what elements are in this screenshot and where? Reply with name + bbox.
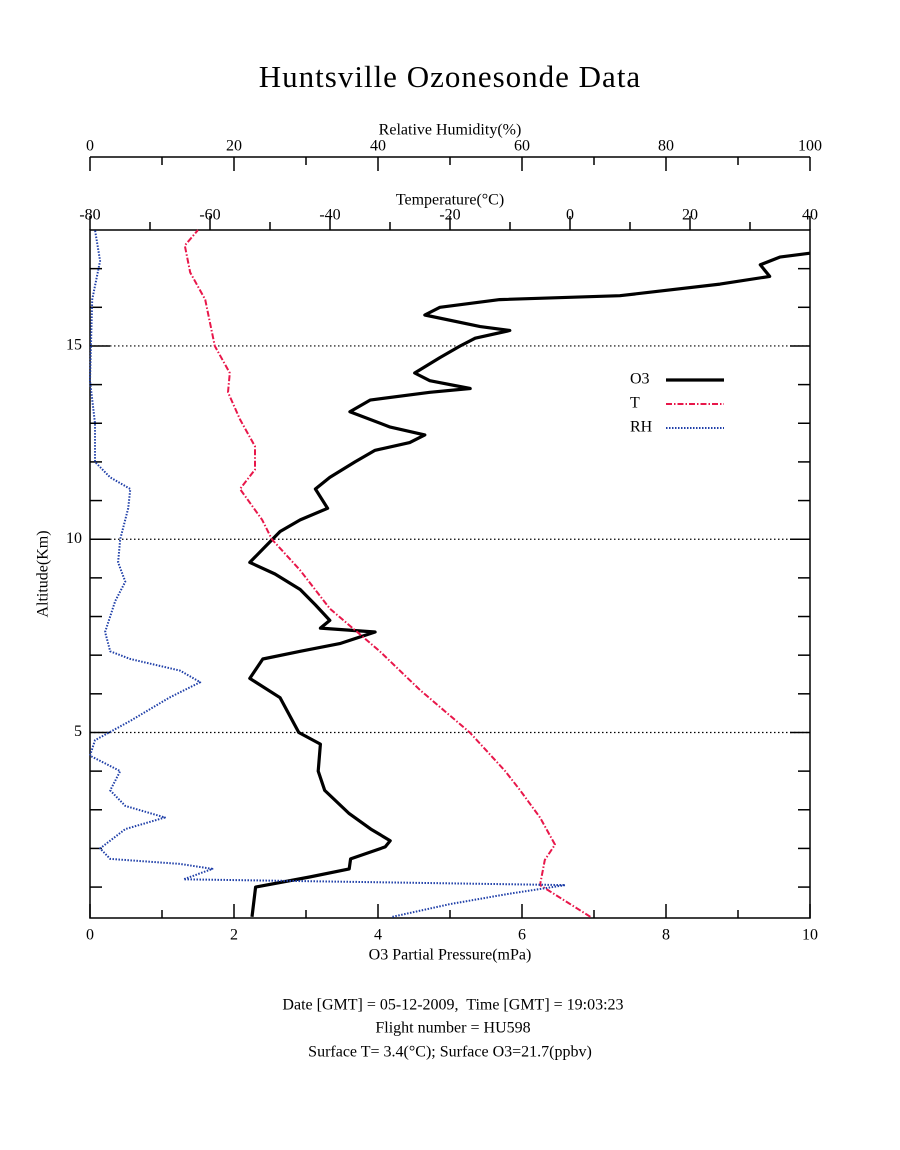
legend-label: T <box>630 395 640 412</box>
footer-line: Date [GMT] = 05-12-2009, Time [GMT] = 19… <box>282 997 623 1014</box>
rh-tick-label: 60 <box>514 138 530 155</box>
footer-line: Flight number = HU598 <box>375 1020 530 1037</box>
x-tick-label: 2 <box>230 927 238 944</box>
footer-line: Surface T= 3.4(°C); Surface O3=21.7(ppbv… <box>308 1044 592 1061</box>
x-tick-label: 10 <box>802 927 818 944</box>
chart-title: Huntsville Ozonesonde Data <box>259 59 641 94</box>
temp-tick-label: -80 <box>79 207 100 224</box>
temp-axis-label: Temperature(°C) <box>396 192 504 209</box>
rh-tick-label: 100 <box>798 138 822 155</box>
temp-tick-label: 40 <box>802 207 818 224</box>
rh-tick-label: 40 <box>370 138 386 155</box>
y-tick-label: 15 <box>66 337 82 354</box>
legend-label: O3 <box>630 371 650 388</box>
temp-tick-label: -20 <box>439 207 460 224</box>
profile-line <box>183 229 591 918</box>
x-tick-label: 6 <box>518 927 526 944</box>
x-tick-label: 0 <box>86 927 94 944</box>
rh-tick-label: 80 <box>658 138 674 155</box>
profile-line <box>248 251 811 917</box>
temp-tick-label: 0 <box>566 207 574 224</box>
y-tick-label: 5 <box>74 723 82 740</box>
x-axis-label: O3 Partial Pressure(mPa) <box>369 947 532 964</box>
y-tick-label: 10 <box>66 530 82 547</box>
temp-tick-label: -60 <box>199 207 220 224</box>
y-axis-label: Altitude(Km) <box>35 530 52 617</box>
rh-tick-label: 20 <box>226 138 242 155</box>
x-tick-label: 8 <box>662 927 670 944</box>
rh-tick-label: 0 <box>86 138 94 155</box>
temp-tick-label: -40 <box>319 207 340 224</box>
profile-line <box>89 229 567 918</box>
x-tick-label: 4 <box>374 927 382 944</box>
plot-frame <box>89 229 811 919</box>
rh-axis-label: Relative Humidity(%) <box>379 122 522 139</box>
temp-tick-label: 20 <box>682 207 698 224</box>
legend-label: RH <box>630 419 653 436</box>
